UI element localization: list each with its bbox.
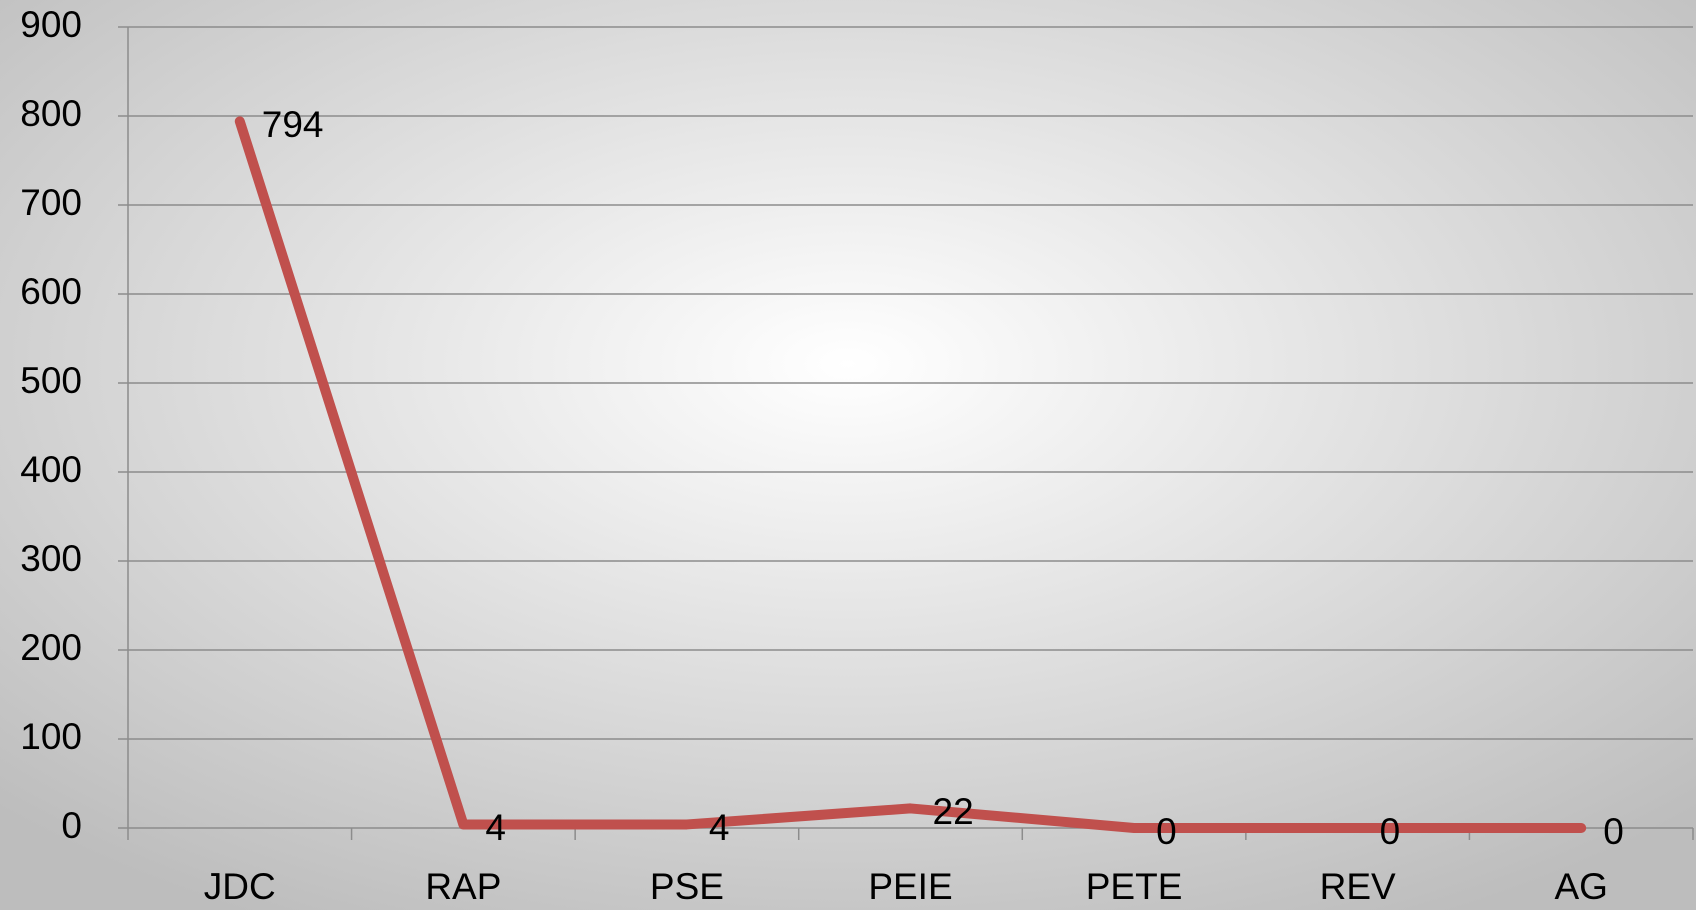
data-label: 22 [933, 791, 974, 832]
data-label: 794 [262, 104, 324, 145]
x-tick-label: RAP [425, 866, 501, 907]
line [234, 116, 1587, 833]
x-tick-label: PEIE [868, 866, 952, 907]
y-tick-label: 900 [20, 4, 82, 45]
x-tick-label: AG [1554, 866, 1607, 907]
x-tick-label: PSE [650, 866, 724, 907]
y-tick-label: 0 [61, 805, 82, 846]
y-tick-label: 700 [20, 182, 82, 223]
y-tick-label: 300 [20, 538, 82, 579]
data-label: 0 [1603, 811, 1624, 852]
data-label: 4 [485, 807, 506, 848]
x-tick-label: JDC [204, 866, 276, 907]
data-label: 4 [709, 807, 730, 848]
x-tick-label: REV [1320, 866, 1396, 907]
y-tick-label: 400 [20, 449, 82, 490]
y-tick-label: 600 [20, 271, 82, 312]
data-label: 0 [1156, 811, 1177, 852]
y-tick-label: 100 [20, 716, 82, 757]
y-tick-label: 800 [20, 93, 82, 134]
y-tick-label: 200 [20, 627, 82, 668]
y-tick-label: 500 [20, 360, 82, 401]
x-tick-label: PETE [1086, 866, 1183, 907]
data-label: 0 [1380, 811, 1401, 852]
